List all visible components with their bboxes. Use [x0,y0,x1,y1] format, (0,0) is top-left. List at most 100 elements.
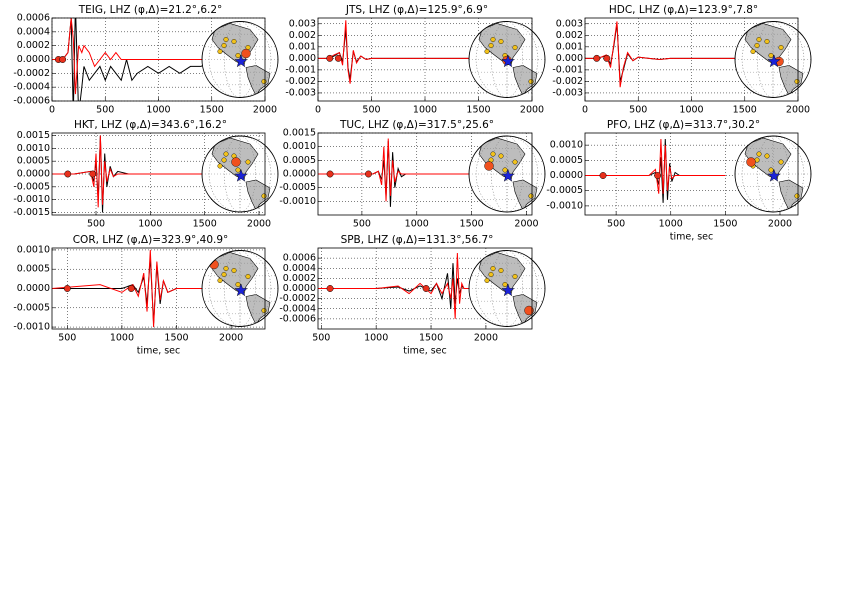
globe-outline [734,135,812,213]
x-axis-label: time, sec [403,346,447,357]
y-tick-label: 0.0010 [17,244,50,255]
y-tick-label: -0.0010 [13,322,50,333]
y-tick-label: 0.0005 [283,155,316,166]
x-tick-label: 500 [87,219,105,230]
panel: 0.00060.00040.00020.0000-0.0002-0.0004-0… [279,234,546,357]
y-tick-label: 0.002 [289,30,316,41]
station-dot [235,282,241,288]
y-tick-label: 0.0000 [283,283,316,294]
y-tick-label: -0.0004 [13,82,50,93]
x-axis-label: time, sec [137,346,181,357]
station-marker [231,157,241,167]
waveform [52,18,213,101]
x-tick-label: 1500 [200,105,224,116]
y-tick-label: -0.003 [552,87,583,98]
globe-content [469,250,545,327]
meridian [224,250,256,327]
station-dot [764,153,770,159]
x-tick-label: 500 [96,105,114,116]
waveform [52,135,205,208]
y-tick-label: 0.0000 [17,283,50,294]
station-dot [778,159,784,165]
meridian [224,136,256,212]
globe [734,21,812,98]
station-dot [261,193,267,199]
y-tick-label: 0.0000 [283,169,316,180]
y-tick-label: 0.0002 [283,273,316,284]
axes-frame [317,247,533,330]
station-dot [502,167,508,173]
station-dot [498,153,504,159]
x-tick-label: 0 [315,105,321,116]
globe-content [735,136,811,212]
y-tick-label: -0.001 [552,64,583,75]
globe [468,135,546,213]
station-dot [217,49,223,55]
y-tick-label: 0.000 [289,53,316,64]
station-dot [221,157,227,163]
x-tick-label: 1500 [466,105,490,116]
axes-frame [317,132,533,216]
panel-title: HDC, LHZ (φ,Δ)=123.9°,7.8° [609,4,758,16]
x-tick-label: 0 [49,105,55,116]
landmass [512,65,538,97]
station-dot [223,266,229,272]
y-tick-label: 0.0006 [283,253,316,264]
y-tick-label: 0.0000 [17,169,50,180]
panel-title: JTS, LHZ (φ,Δ)=125.9°,6.9° [345,4,488,16]
station-dot [484,278,490,284]
x-tick-label: 500 [607,219,625,230]
panel: 0.0015 0.0010 0.0005 0.0000-0.0005 -0.0010 -0… [13,119,279,230]
station-dot [221,272,227,278]
traces [52,249,210,328]
station-dot [768,167,774,173]
y-tick-label: -0.0015 [13,207,50,218]
traces [585,139,726,203]
x-tick-label: 2000 [219,333,243,344]
station-dot [502,282,508,288]
meridian [491,136,523,212]
meridian [741,136,805,212]
phase-pick [326,170,334,178]
landmass [778,65,804,97]
y-tick-label: 0.000 [556,53,583,64]
traces [318,253,475,319]
station-dot [768,53,774,59]
panel: 0.0010 0.0005 0.0000 -0.0005 -0.0010 500 1000 1… [13,234,279,357]
y-tick-label: 0.0015 [17,130,50,141]
axes-frame [51,17,266,102]
x-tick-label: 1500 [713,219,737,230]
panel: 0.0010 0.0005 0.0000 -0.0005 -0.0010 500 1000 1… [546,119,812,243]
station-dot [498,39,504,45]
globe [468,21,546,98]
station-dot [223,151,229,157]
station-dot [528,193,534,199]
event-star [767,54,781,68]
station-dot [488,272,494,278]
x-tick-label: 1000 [110,333,134,344]
y-tick-label: 0.0000 [550,170,583,181]
y-tick-label: -0.0005 [546,185,583,196]
traces [318,20,479,84]
meridian [208,250,272,327]
phase-pick [89,170,97,178]
y-tick-label: -0.0002 [279,293,316,304]
x-tick-label: 500 [312,333,330,344]
station-dot [488,43,494,49]
x-tick-label: 2000 [247,219,271,230]
globe-outline [201,250,279,327]
station-dot [512,45,518,51]
station-dot [750,49,756,55]
y-tick-label: -0.0005 [279,182,316,193]
station-marker [484,161,494,171]
y-tick-label: -0.0006 [13,96,50,107]
x-tick-label: 2000 [253,105,277,116]
station-marker [241,48,251,59]
axes-frame [51,247,266,330]
traces [52,135,205,213]
y-tick-label: -0.001 [285,64,316,75]
station-dot [235,167,241,173]
landmass [778,179,804,211]
panel-title: COR, LHZ (φ,Δ)=323.9°,40.9° [73,234,229,246]
